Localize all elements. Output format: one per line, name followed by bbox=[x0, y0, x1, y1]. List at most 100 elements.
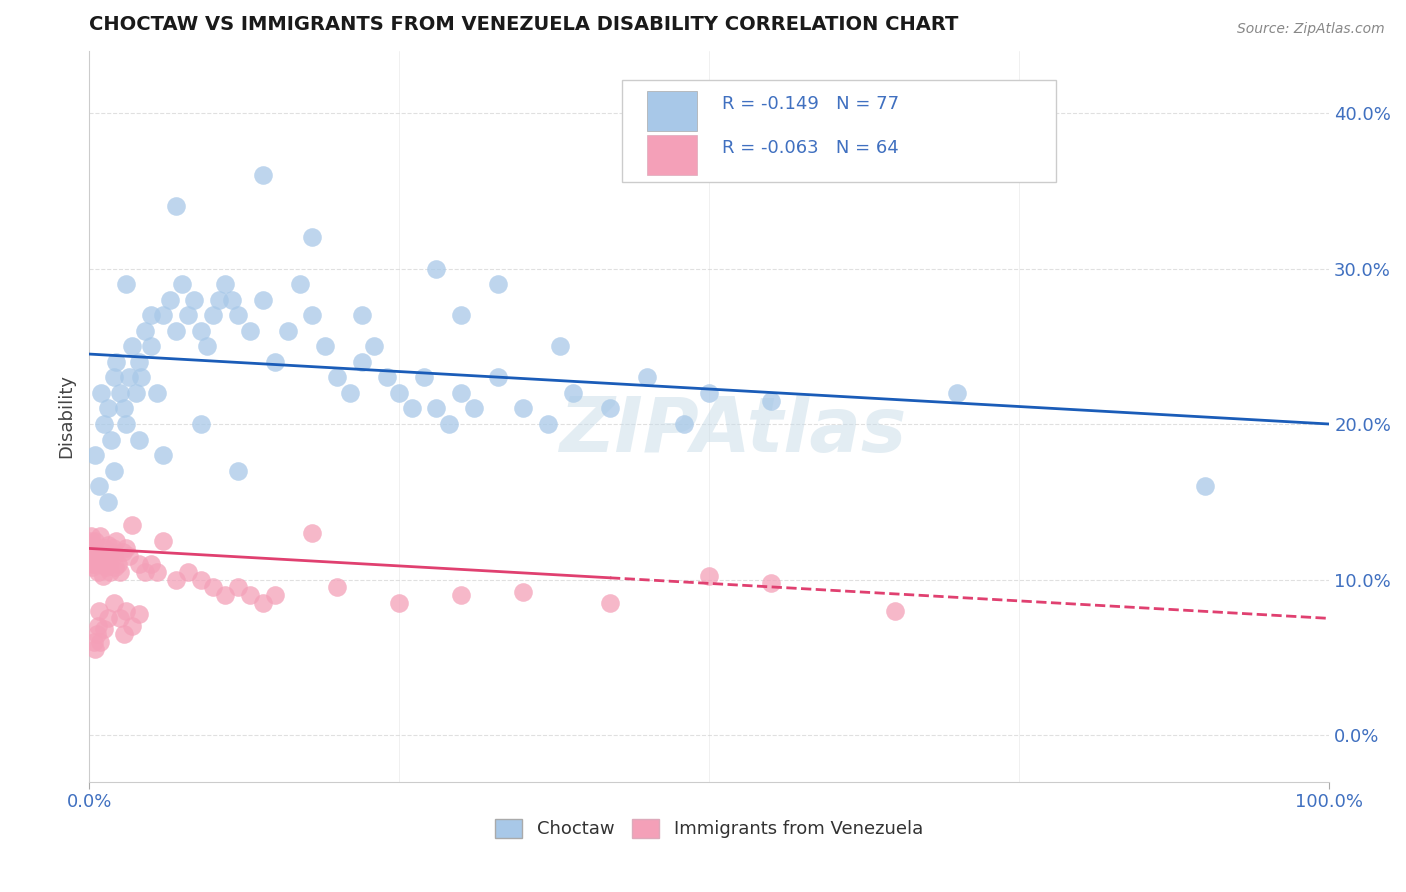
Point bbox=[946, 385, 969, 400]
Point bbox=[105, 533, 128, 548]
Point bbox=[129, 370, 152, 384]
Text: ZIPAtlas: ZIPAtlas bbox=[560, 394, 908, 468]
Point bbox=[208, 293, 231, 307]
Point bbox=[288, 277, 311, 291]
Point bbox=[93, 622, 115, 636]
Point bbox=[759, 393, 782, 408]
Point bbox=[202, 308, 225, 322]
Point bbox=[90, 385, 112, 400]
Point bbox=[139, 339, 162, 353]
Point bbox=[112, 627, 135, 641]
Point bbox=[561, 385, 583, 400]
Point bbox=[79, 549, 101, 564]
Point bbox=[128, 433, 150, 447]
Point bbox=[326, 370, 349, 384]
Point bbox=[537, 417, 560, 431]
Point bbox=[84, 533, 107, 548]
Point bbox=[226, 580, 249, 594]
Point bbox=[264, 355, 287, 369]
Bar bbox=[647, 135, 697, 175]
Point bbox=[115, 417, 138, 431]
Point bbox=[177, 308, 200, 322]
Point bbox=[636, 370, 658, 384]
Point bbox=[152, 448, 174, 462]
Bar bbox=[623, 80, 1056, 182]
Point bbox=[375, 370, 398, 384]
Point bbox=[276, 324, 298, 338]
Point bbox=[884, 604, 907, 618]
Point bbox=[165, 324, 187, 338]
Point bbox=[388, 385, 411, 400]
Point bbox=[673, 417, 696, 431]
Point bbox=[165, 199, 187, 213]
Point bbox=[190, 324, 212, 338]
Point bbox=[134, 324, 156, 338]
Point bbox=[108, 385, 131, 400]
Point bbox=[89, 634, 111, 648]
Point bbox=[139, 557, 162, 571]
Point bbox=[101, 541, 124, 556]
Point bbox=[118, 549, 141, 564]
Point bbox=[128, 355, 150, 369]
Point bbox=[599, 401, 621, 416]
Point bbox=[152, 308, 174, 322]
Point bbox=[159, 293, 181, 307]
Y-axis label: Disability: Disability bbox=[58, 375, 75, 458]
Point bbox=[486, 277, 509, 291]
Point bbox=[82, 538, 104, 552]
Point bbox=[301, 525, 323, 540]
Point bbox=[128, 607, 150, 621]
Point bbox=[87, 619, 110, 633]
Point bbox=[89, 529, 111, 543]
Point bbox=[108, 565, 131, 579]
Point bbox=[93, 417, 115, 431]
Point bbox=[550, 339, 572, 353]
Point bbox=[183, 293, 205, 307]
Point bbox=[463, 401, 485, 416]
Point bbox=[486, 370, 509, 384]
Point bbox=[100, 544, 122, 558]
Point bbox=[115, 277, 138, 291]
Point bbox=[86, 627, 108, 641]
Point bbox=[172, 277, 194, 291]
Point bbox=[239, 588, 262, 602]
Text: CHOCTAW VS IMMIGRANTS FROM VENEZUELA DISABILITY CORRELATION CHART: CHOCTAW VS IMMIGRANTS FROM VENEZUELA DIS… bbox=[89, 15, 959, 34]
Point bbox=[96, 560, 118, 574]
Point bbox=[214, 277, 236, 291]
Text: R = -0.063   N = 64: R = -0.063 N = 64 bbox=[721, 138, 898, 156]
Point bbox=[97, 538, 120, 552]
Point bbox=[195, 339, 218, 353]
Point bbox=[103, 464, 125, 478]
Point bbox=[177, 565, 200, 579]
Point bbox=[437, 417, 460, 431]
Point bbox=[252, 596, 274, 610]
Point bbox=[339, 385, 361, 400]
Point bbox=[413, 370, 436, 384]
Point bbox=[697, 569, 720, 583]
Point bbox=[1194, 479, 1216, 493]
Point bbox=[326, 580, 349, 594]
Point bbox=[125, 385, 148, 400]
Point bbox=[350, 308, 373, 322]
Point bbox=[91, 569, 114, 583]
Point bbox=[146, 565, 169, 579]
Point bbox=[80, 533, 103, 548]
Point bbox=[82, 544, 104, 558]
Point bbox=[84, 448, 107, 462]
Point bbox=[105, 355, 128, 369]
Point bbox=[100, 433, 122, 447]
Point bbox=[121, 619, 143, 633]
Point bbox=[87, 479, 110, 493]
Point bbox=[697, 385, 720, 400]
Point bbox=[97, 557, 120, 571]
Point bbox=[190, 417, 212, 431]
Point bbox=[115, 604, 138, 618]
Point bbox=[152, 533, 174, 548]
Point bbox=[98, 565, 121, 579]
Point bbox=[87, 565, 110, 579]
Point bbox=[214, 588, 236, 602]
Point bbox=[111, 544, 134, 558]
Point bbox=[80, 549, 103, 564]
Point bbox=[301, 308, 323, 322]
Point bbox=[87, 554, 110, 568]
